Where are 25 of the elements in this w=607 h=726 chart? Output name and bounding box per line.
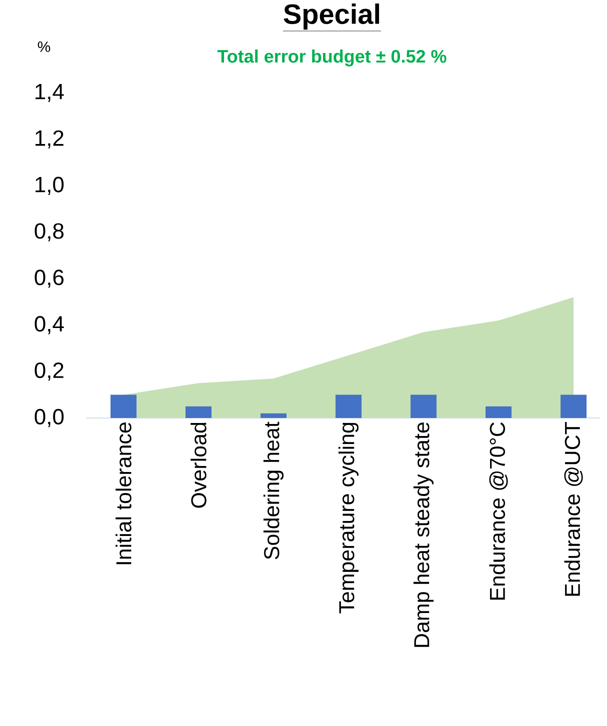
x-tick-label: Initial tolerance [116,422,132,564]
chart-title: Special [284,4,380,30]
y-tick-label: 0,2 [34,362,64,381]
bar [186,406,212,418]
chart-subtitle: Total error budget ± 0.52 % [217,50,446,66]
y-axis-title: % [38,42,50,52]
x-tick-label: Damp heat steady state [414,422,434,647]
bar [110,394,137,418]
x-tick-label: Overload [190,422,206,508]
y-tick-label: 1,2 [36,130,64,149]
y-tick-label: 0,6 [34,270,64,288]
bar [260,413,287,418]
x-tick-label: Endurance @UCT [564,422,583,596]
x-tick-label: Endurance @70°C [489,422,508,600]
y-tick-label: 0,0 [34,408,64,428]
bar [336,394,362,418]
x-tick-label: Temperature cycling [338,422,359,614]
bar [410,394,437,418]
y-tick-label: 0,4 [34,316,64,334]
y-tick-label: 1,0 [36,176,64,195]
x-tick-label: Soldering heat [264,422,284,560]
y-tick-label: 1,4 [36,84,64,102]
bar [560,394,587,418]
y-tick-label: 0,8 [34,223,64,242]
bar [486,406,512,418]
